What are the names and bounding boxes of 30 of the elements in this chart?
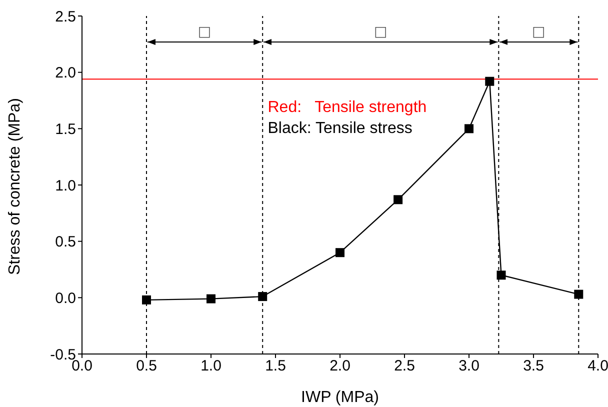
- x-axis-title: IWP (MPa): [301, 389, 379, 406]
- y-tick-label: 0.0: [55, 290, 76, 307]
- y-tick-label: 1.5: [55, 120, 76, 138]
- point: [142, 295, 151, 304]
- annotation: □: [374, 24, 388, 40]
- point: [574, 290, 584, 299]
- x-tick-label: 1.0: [200, 358, 222, 375]
- y-axis-title: Stress of concrete (MPa): [6, 98, 24, 275]
- x-tick-label: 4.0: [588, 358, 608, 375]
- point: [485, 76, 494, 86]
- y-tick-label: 0.5: [55, 234, 76, 251]
- point: [206, 294, 216, 304]
- x-tick-label: 2.0: [330, 358, 350, 375]
- point: [464, 124, 474, 134]
- x-tick-label: 3.5: [523, 358, 544, 375]
- point: [394, 195, 403, 204]
- annotation: □: [532, 24, 546, 40]
- x-tick-label: 3.0: [458, 358, 480, 375]
- annotation: Red: Tensile strength: [268, 98, 427, 118]
- x-tick-label: 0.5: [136, 358, 157, 375]
- point: [336, 248, 344, 258]
- annotation: Black: Tensile stress: [268, 119, 414, 140]
- point: [258, 292, 268, 302]
- x-tick-label: 2.5: [394, 358, 415, 375]
- point: [496, 270, 506, 280]
- y-tick-label: 1.0: [55, 177, 76, 194]
- y-tick-label: 2.0: [55, 64, 76, 82]
- y-tick-label: 2.5: [55, 8, 76, 26]
- annotation: □: [198, 24, 212, 40]
- x-tick-label: 1.5: [265, 358, 286, 375]
